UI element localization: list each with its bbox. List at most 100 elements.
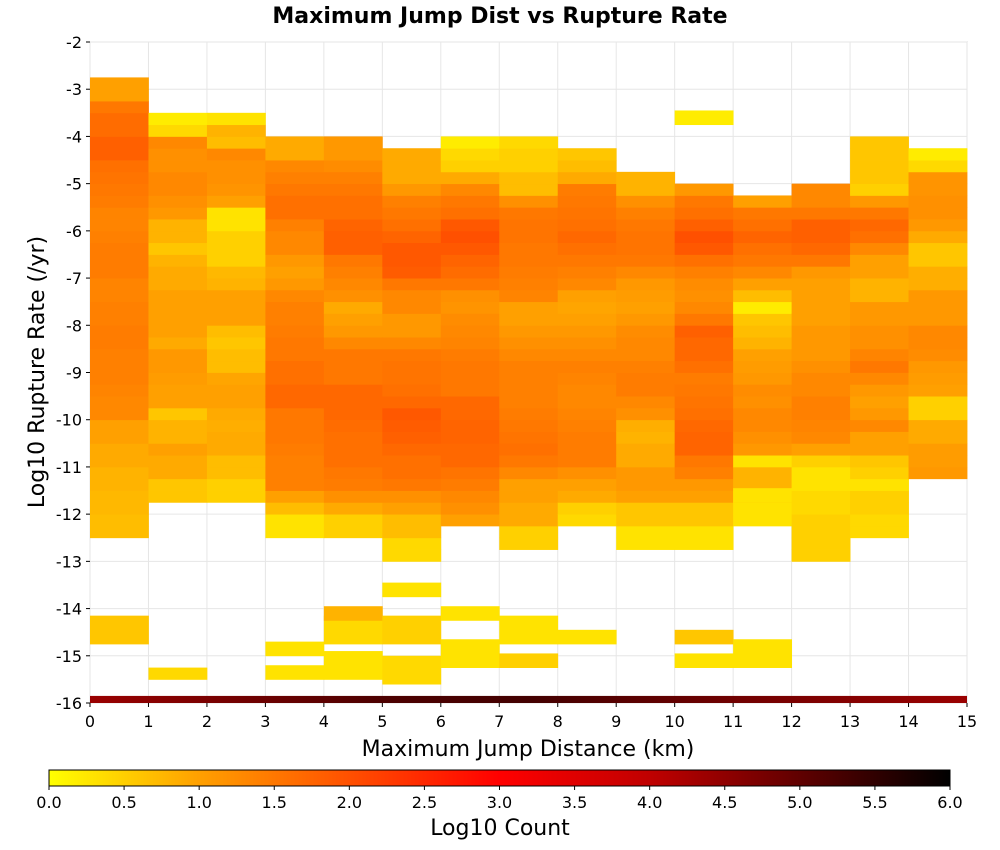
x-tick-label: 0	[85, 712, 95, 731]
heatmap-cell	[440, 384, 500, 397]
heatmap-cell	[908, 289, 968, 303]
heatmap-cell	[323, 455, 383, 468]
heatmap-cell	[850, 207, 909, 220]
heatmap-cell	[440, 230, 500, 244]
heatmap-cell	[265, 490, 325, 503]
heatmap-cell	[850, 455, 909, 468]
heatmap-cell	[908, 148, 968, 161]
heatmap-cell	[733, 278, 792, 291]
heatmap-cell	[382, 148, 442, 161]
heatmap-cell	[206, 372, 266, 385]
heatmap-cell	[206, 183, 266, 196]
heatmap-cell	[850, 313, 909, 326]
heatmap-cell	[850, 419, 909, 432]
heatmap-cell	[323, 160, 383, 173]
heatmap-cell	[440, 396, 500, 409]
heatmap-cell	[791, 325, 851, 338]
y-tick-label: -6	[66, 222, 82, 241]
heatmap-cell	[148, 266, 208, 279]
heatmap-cell	[148, 384, 208, 397]
heatmap-cell	[850, 171, 909, 185]
heatmap-cell	[850, 443, 909, 456]
heatmap-cell	[908, 207, 968, 220]
heatmap-cell	[148, 360, 208, 373]
heatmap-cell	[499, 266, 559, 279]
heatmap-cell	[90, 455, 149, 468]
heatmap-cell	[265, 384, 325, 397]
heatmap-cell	[908, 407, 968, 421]
heatmap-cell	[90, 289, 149, 303]
heatmap-cell	[148, 124, 208, 137]
heatmap-cell	[791, 478, 851, 491]
heatmap-cell	[323, 606, 383, 621]
heatmap-cell	[382, 266, 442, 279]
heatmap-cell	[674, 348, 734, 362]
heatmap-cell	[850, 136, 909, 149]
heatmap-cell	[616, 525, 676, 539]
heatmap-cell	[616, 490, 676, 503]
heatmap-cell	[148, 112, 208, 126]
x-tick-label: 4	[319, 712, 329, 731]
heatmap-cell	[206, 301, 266, 314]
heatmap-cell	[908, 455, 968, 468]
heatmap-cell	[791, 443, 851, 456]
heatmap-cell	[850, 466, 909, 480]
heatmap-cell	[908, 219, 968, 232]
heatmap-cell	[265, 195, 325, 208]
heatmap-cell	[265, 136, 325, 149]
heatmap-cell	[791, 266, 851, 279]
heatmap-cell	[850, 431, 909, 444]
heatmap-cell	[499, 171, 559, 185]
heatmap-cell	[908, 313, 968, 326]
heatmap-cell	[733, 254, 792, 267]
heatmap-cell	[791, 207, 851, 220]
x-tick-label: 11	[723, 712, 743, 731]
heatmap-cell	[499, 419, 559, 432]
heatmap-cell	[440, 148, 500, 161]
chart-title: Maximum Jump Dist vs Rupture Rate	[272, 4, 727, 29]
heatmap-cell	[206, 207, 266, 220]
heatmap-cell	[148, 219, 208, 232]
heatmap-cell	[265, 478, 325, 491]
y-tick-label: -5	[66, 175, 82, 194]
heatmap-cell	[206, 171, 266, 185]
heatmap-cell	[323, 207, 383, 220]
heatmap-cell	[791, 455, 851, 468]
heatmap-cell	[908, 431, 968, 444]
heatmap-cell	[616, 360, 676, 373]
heatmap-cell	[265, 514, 325, 527]
heatmap-cell	[557, 629, 617, 645]
heatmap-cell	[616, 242, 676, 255]
heatmap-cell	[90, 360, 149, 373]
heatmap-cell	[499, 615, 559, 645]
heatmap-cell	[616, 407, 676, 421]
heatmap-cell	[908, 466, 968, 480]
heatmap-cell	[265, 266, 325, 279]
heatmap-cell	[323, 396, 383, 409]
heatmap-cell	[850, 478, 909, 491]
heatmap-cell	[557, 455, 617, 468]
heatmap-cell	[850, 525, 909, 539]
x-tick-label: 1	[143, 712, 153, 731]
heatmap-cell	[674, 490, 734, 503]
heatmap-cell	[323, 230, 383, 244]
colorbar-tick-label: 3.5	[562, 793, 587, 812]
heatmap-cell	[382, 219, 442, 232]
heatmap-cell	[733, 419, 792, 432]
heatmap-cell	[908, 443, 968, 456]
heatmap-cell	[674, 183, 734, 196]
heatmap-cell	[440, 337, 500, 350]
heatmap-cell	[850, 490, 909, 503]
heatmap-cell	[265, 278, 325, 291]
heatmap-cell	[265, 325, 325, 338]
heatmap-cell	[382, 195, 442, 208]
heatmap-cell	[499, 653, 559, 668]
heatmap-cell	[557, 301, 617, 314]
heatmap-cell	[908, 160, 968, 173]
heatmap-cell	[674, 195, 734, 208]
heatmap-cell	[791, 219, 851, 232]
heatmap-cell	[323, 195, 383, 208]
heatmap-cell	[791, 514, 851, 527]
heatmap-cell	[90, 101, 149, 114]
heatmap-cell	[148, 242, 208, 255]
